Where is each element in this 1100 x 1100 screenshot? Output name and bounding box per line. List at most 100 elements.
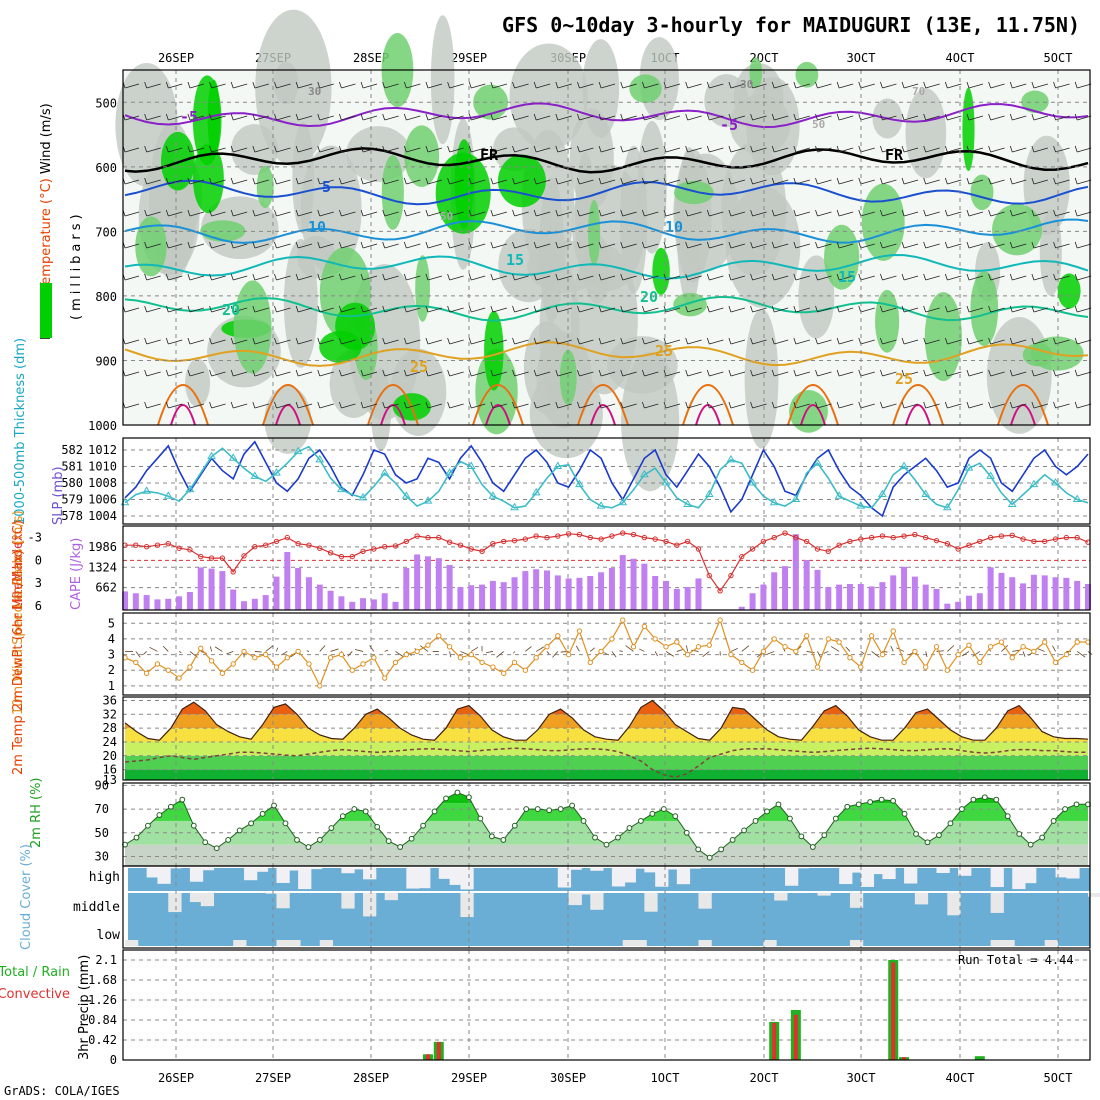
lifted-index-marker: [360, 548, 366, 554]
wind-barb: [706, 401, 724, 409]
rh-green-area: [381, 155, 404, 230]
cape-bar: [987, 567, 994, 610]
wind-barb: [1074, 337, 1092, 345]
wind-barb: [468, 241, 486, 249]
isotherm-30-contour: [892, 384, 944, 426]
wind-barb: [750, 81, 767, 89]
cloud-gap-middle: [168, 893, 182, 913]
wind-barb: [274, 81, 291, 89]
rh-green-area: [233, 280, 272, 374]
precip-total-bar: [974, 1056, 985, 1060]
lifted-index-marker: [327, 550, 334, 556]
wind-barb-10m: [276, 647, 278, 652]
cape-bar: [154, 599, 161, 610]
lifted-index-marker: [728, 572, 734, 579]
wind-barb: [512, 113, 529, 121]
wind-barb: [901, 113, 919, 121]
wind-barb: [187, 241, 205, 249]
wind-barb: [165, 337, 183, 345]
wind-speed-marker: [933, 644, 940, 650]
wind-barb: [988, 273, 1005, 281]
wind-barb: [1031, 177, 1049, 185]
wind-barb: [403, 81, 421, 89]
contour-label: 25: [410, 358, 428, 376]
thickness-marker: [531, 487, 541, 496]
wind-speed-marker: [847, 654, 853, 661]
wind-barb: [403, 273, 421, 281]
cloud-gap-high: [308, 868, 323, 870]
wind-barb: [793, 177, 810, 185]
lifted-index-marker: [890, 534, 896, 541]
wind-barb-10m: [575, 645, 580, 652]
cape-bar: [1009, 577, 1016, 610]
rh-marker: [603, 841, 610, 848]
wind-barb: [858, 177, 875, 185]
y-tick-label: 3: [108, 648, 115, 662]
cape-bar: [349, 601, 356, 610]
cape-bar: [273, 576, 280, 610]
wind-speed-marker: [176, 675, 182, 681]
cape-bar: [305, 577, 312, 610]
wind-barb: [403, 337, 421, 345]
wind-barb-10m: [702, 651, 710, 658]
rh-marker: [821, 832, 828, 839]
rh-marker: [695, 846, 702, 853]
rh-green-area: [749, 57, 763, 89]
lifted-index-marker: [176, 545, 182, 551]
lifted-index-marker: [381, 544, 388, 550]
wind-barb: [577, 113, 594, 121]
wind-barb: [165, 369, 183, 377]
wind-speed-marker: [966, 642, 972, 648]
cape-bar: [186, 592, 193, 610]
wind-barb: [706, 369, 724, 377]
wind-barb: [187, 369, 205, 377]
cape-bar: [749, 593, 756, 610]
rh-marker: [282, 820, 289, 827]
cloud-gap-high: [1023, 868, 1037, 884]
lifted-index-marker: [208, 555, 215, 561]
y-tick-label-right: 1008: [88, 476, 117, 490]
y-tick-label: 1000: [88, 419, 117, 433]
wind-barb: [317, 177, 334, 185]
cape-bar: [619, 555, 626, 610]
wind-barb: [317, 273, 334, 281]
wind-barb: [187, 145, 205, 153]
cape-bar: [576, 577, 583, 610]
rh-marker: [202, 839, 209, 846]
cloud-gap-high: [568, 868, 582, 870]
thickness-marker: [553, 461, 563, 469]
y-tick-label-left: 579: [61, 493, 83, 507]
wind-barb: [317, 337, 334, 345]
lifted-index-marker: [295, 540, 301, 547]
lifted-index-marker: [955, 546, 961, 552]
wind-barb: [1031, 305, 1049, 313]
rh-green-area: [404, 125, 440, 187]
wind-barb: [144, 305, 161, 313]
wind-barb: [706, 81, 724, 89]
rh-marker: [683, 829, 690, 836]
wind-barb-10m: [639, 648, 645, 652]
wind-barb: [577, 209, 594, 217]
wind-barb: [793, 273, 810, 281]
temperature-2m-panel-frame: [122, 696, 1091, 781]
wind-barb-10m: [619, 650, 623, 652]
wind-barb: [706, 113, 724, 121]
wind-barb: [793, 81, 810, 89]
wind-barb: [209, 113, 226, 121]
rh-marker: [167, 803, 174, 810]
isotherm-line: [124, 102, 1089, 129]
isotherm-line: [124, 253, 1089, 280]
wind-barb: [1074, 113, 1092, 121]
y-tick-label: 32: [103, 707, 117, 721]
wind-speed-marker: [522, 667, 529, 673]
wind-speed-marker: [782, 644, 788, 650]
isotherm-30-contour: [682, 384, 734, 426]
wind-barb: [165, 145, 183, 153]
wind-barb: [836, 113, 854, 121]
wind-barb: [966, 369, 984, 377]
wind-barb: [468, 81, 486, 89]
cape-bar: [922, 584, 929, 610]
cape-bar: [165, 598, 172, 610]
wind-barb-10m: [590, 647, 595, 652]
